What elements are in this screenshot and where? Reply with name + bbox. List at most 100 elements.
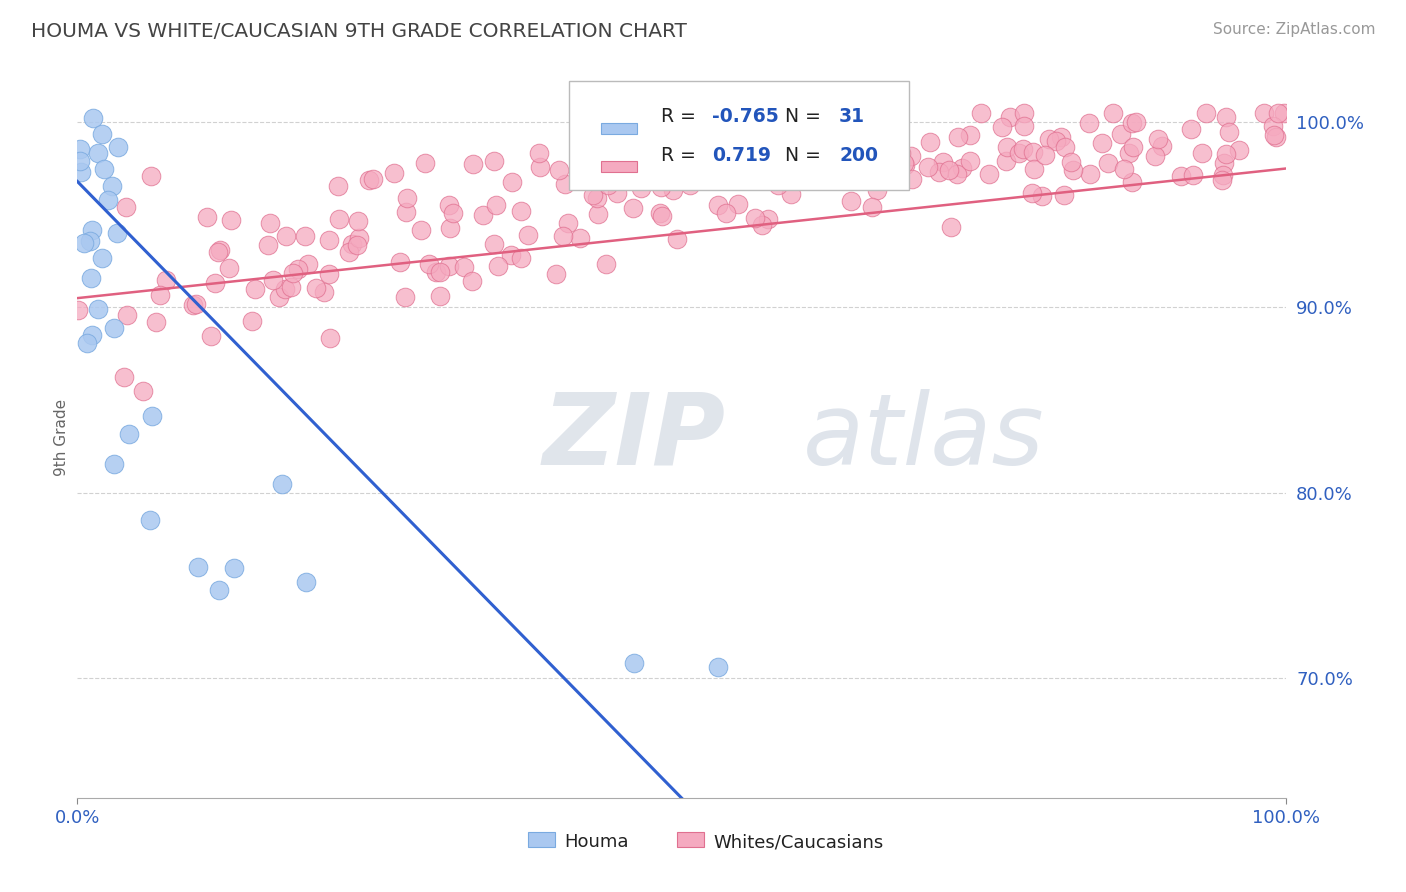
Point (938, 162, 960, 177)
Point (1053, 139, 1076, 153)
Point (839, 194, 862, 208)
Point (787, 170, 810, 185)
Point (977, 167, 1000, 181)
Point (429, 289, 451, 303)
Point (648, 206, 671, 220)
Text: HOUMA VS WHITE/CAUCASIAN 9TH GRADE CORRELATION CHART: HOUMA VS WHITE/CAUCASIAN 9TH GRADE CORRE… (31, 22, 686, 41)
Point (295, 574, 318, 589)
Point (860, 171, 883, 186)
Point (651, 209, 673, 223)
Point (139, 513, 162, 527)
Point (1143, 149, 1166, 163)
Point (665, 232, 688, 246)
Point (107, 139, 129, 153)
Point (1045, 134, 1067, 148)
Point (413, 156, 436, 170)
Point (547, 162, 569, 177)
Point (662, 183, 685, 197)
Point (703, 142, 725, 156)
Text: Source: ZipAtlas.com: Source: ZipAtlas.com (1212, 22, 1375, 37)
Point (727, 197, 749, 211)
Point (1267, 106, 1289, 120)
Text: atlas: atlas (803, 389, 1045, 485)
Point (959, 128, 981, 142)
Point (79, 235, 101, 249)
Point (768, 178, 790, 193)
Point (425, 264, 447, 278)
Point (623, 656, 645, 670)
Point (395, 191, 418, 205)
Point (257, 237, 280, 252)
Point (382, 166, 405, 180)
Point (866, 183, 889, 197)
Point (82, 327, 104, 342)
Point (91, 127, 114, 141)
Point (97, 193, 120, 207)
Point (946, 167, 969, 181)
Text: Whites/Caucasians: Whites/Caucasians (713, 833, 883, 851)
Point (1118, 146, 1140, 161)
Point (998, 110, 1021, 124)
Point (869, 128, 891, 143)
Point (1215, 147, 1237, 161)
Point (1253, 106, 1275, 120)
Point (782, 127, 804, 141)
Point (1180, 121, 1202, 136)
Point (1147, 131, 1170, 145)
Point (707, 198, 730, 212)
Point (359, 173, 381, 187)
Point (920, 136, 942, 150)
Point (429, 265, 451, 279)
Point (872, 160, 894, 174)
Point (69, 154, 91, 169)
Point (90, 252, 112, 266)
Point (931, 155, 953, 169)
Text: N =: N = (785, 107, 827, 126)
Point (650, 180, 672, 194)
Point (86, 301, 108, 316)
Point (689, 165, 711, 179)
Point (557, 216, 579, 230)
Point (900, 172, 922, 186)
Point (1125, 114, 1147, 128)
Point (471, 208, 494, 222)
Point (453, 260, 475, 274)
Point (347, 231, 370, 245)
Point (200, 329, 222, 343)
Point (318, 267, 340, 281)
Point (517, 227, 540, 242)
Point (181, 298, 204, 312)
Point (756, 212, 779, 227)
Point (900, 149, 922, 163)
Point (437, 197, 460, 211)
Point (510, 204, 533, 219)
Point (259, 216, 281, 230)
Point (346, 238, 368, 252)
Text: -0.765: -0.765 (713, 107, 779, 126)
Point (893, 156, 915, 170)
Point (1150, 139, 1173, 153)
Point (588, 207, 610, 221)
Point (553, 229, 575, 244)
Point (1265, 129, 1288, 144)
Text: 0.719: 0.719 (713, 146, 770, 165)
Point (928, 165, 950, 179)
Point (219, 213, 242, 227)
Point (995, 140, 1018, 154)
Point (811, 145, 834, 160)
Point (93, 162, 115, 177)
Point (1215, 110, 1237, 124)
Point (115, 200, 138, 214)
Point (554, 178, 576, 192)
Point (1078, 167, 1101, 181)
Point (115, 308, 138, 322)
Point (946, 130, 969, 145)
Point (105, 226, 128, 240)
FancyBboxPatch shape (600, 161, 637, 172)
Point (1195, 106, 1218, 120)
Point (1111, 128, 1133, 142)
Point (132, 384, 155, 398)
Point (274, 282, 297, 296)
Point (1038, 132, 1060, 146)
Text: 200: 200 (839, 146, 879, 165)
